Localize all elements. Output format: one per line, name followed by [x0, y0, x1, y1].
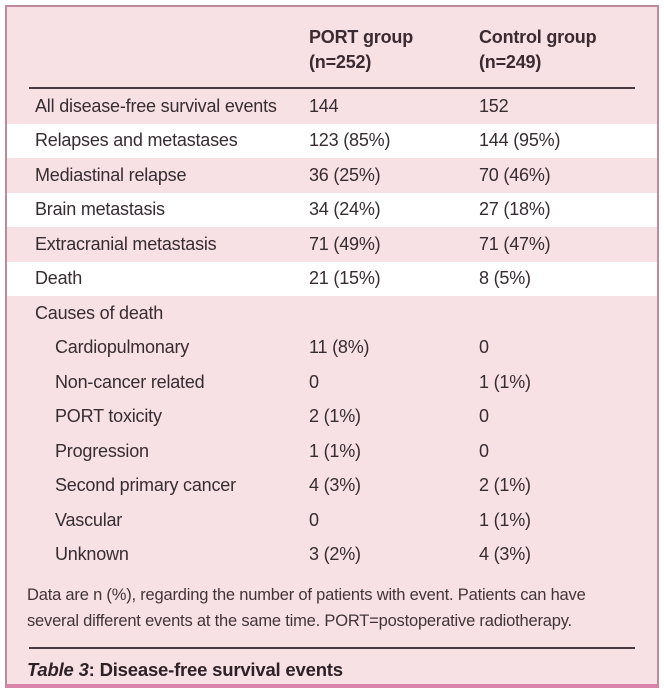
row-label: Second primary cancer	[55, 475, 236, 496]
port-group-value: 11 (8%)	[309, 337, 370, 358]
table-caption-number: Table 3	[27, 659, 89, 680]
control-group-value: 144 (95%)	[479, 130, 561, 151]
row-label: Relapses and metastases	[35, 130, 238, 151]
table-caption: Table 3: Disease-free survival events	[27, 659, 633, 681]
row-label: PORT toxicity	[55, 406, 162, 427]
control-group-value: 4 (3%)	[479, 544, 531, 565]
row-label: All disease-free survival events	[35, 95, 277, 116]
table-row: Extracranial metastasis 71 (49%) 71 (47%)	[7, 227, 657, 262]
table-row: Unknown 3 (2%) 4 (3%)	[7, 538, 657, 573]
header-control-group-line2: (n=249)	[479, 52, 542, 72]
table-figure: PORT group (n=252) Control group (n=249)…	[5, 5, 659, 688]
caption-divider-rule	[29, 647, 635, 649]
table-row: Progression 1 (1%) 0	[7, 434, 657, 469]
control-group-value: 0	[479, 406, 489, 427]
row-label: Causes of death	[35, 302, 164, 323]
table-row: Death 21 (15%) 8 (5%)	[7, 261, 657, 296]
port-group-value: 123 (85%)	[309, 130, 391, 151]
port-group-value: 21 (15%)	[309, 268, 381, 289]
port-group-value: 2 (1%)	[309, 406, 361, 427]
table-header-row: PORT group (n=252) Control group (n=249)	[7, 7, 657, 87]
table-row: Non-cancer related 0 1 (1%)	[7, 365, 657, 400]
control-group-value: 27 (18%)	[479, 199, 551, 220]
control-group-value: 70 (46%)	[479, 164, 551, 185]
port-group-value: 144	[309, 95, 339, 116]
table-row: Causes of death	[7, 296, 657, 331]
port-group-value: 36 (25%)	[309, 164, 381, 185]
control-group-value: 0	[479, 337, 489, 358]
port-group-value: 4 (3%)	[309, 475, 361, 496]
table-body: All disease-free survival events 144 152 Re…	[7, 89, 657, 572]
control-group-value: 1 (1%)	[479, 509, 531, 530]
header-divider-rule	[29, 87, 635, 89]
row-label: Cardiopulmonary	[55, 337, 190, 358]
control-group-value: 71 (47%)	[479, 233, 551, 254]
header-empty-cell	[35, 25, 309, 87]
header-port-group: PORT group (n=252)	[309, 25, 479, 87]
row-label: Vascular	[55, 509, 123, 530]
table-row: All disease-free survival events 144 152	[7, 89, 657, 124]
port-group-value: 3 (2%)	[309, 544, 361, 565]
row-label: Mediastinal relapse	[35, 164, 187, 185]
control-group-value: 0	[479, 440, 489, 461]
control-group-value: 2 (1%)	[479, 475, 531, 496]
table-footnote: Data are n (%), regarding the number of …	[27, 586, 586, 630]
header-control-group-line1: Control group	[479, 27, 597, 47]
table-row: Relapses and metastases 123 (85%) 144 (95%…	[7, 123, 657, 158]
control-group-value: 8 (5%)	[479, 268, 531, 289]
row-label: Unknown	[55, 544, 129, 565]
row-label: Brain metastasis	[35, 199, 165, 220]
table-row: Vascular 0 1 (1%)	[7, 503, 657, 538]
table-row: Cardiopulmonary 11 (8%) 0	[7, 331, 657, 366]
table-row: Brain metastasis 34 (24%) 27 (18%)	[7, 192, 657, 227]
row-label: Death	[35, 268, 83, 289]
control-group-value: 1 (1%)	[479, 371, 531, 392]
header-port-group-line2: (n=252)	[309, 52, 372, 72]
header-control-group: Control group (n=249)	[479, 25, 649, 87]
port-group-value: 0	[309, 509, 319, 530]
control-group-value: 152	[479, 95, 509, 116]
table-row: Mediastinal relapse 36 (25%) 70 (46%)	[7, 158, 657, 193]
row-label: Non-cancer related	[55, 371, 205, 392]
port-group-value: 34 (24%)	[309, 199, 381, 220]
table-row: PORT toxicity 2 (1%) 0	[7, 400, 657, 435]
port-group-value: 71 (49%)	[309, 233, 381, 254]
table-row: Second primary cancer 4 (3%) 2 (1%)	[7, 469, 657, 504]
port-group-value: 0	[309, 371, 319, 392]
row-label: Progression	[55, 440, 149, 461]
table-caption-title: : Disease-free survival events	[88, 659, 343, 680]
row-label: Extracranial metastasis	[35, 233, 217, 254]
header-port-group-line1: PORT group	[309, 27, 413, 47]
port-group-value: 1 (1%)	[309, 440, 361, 461]
